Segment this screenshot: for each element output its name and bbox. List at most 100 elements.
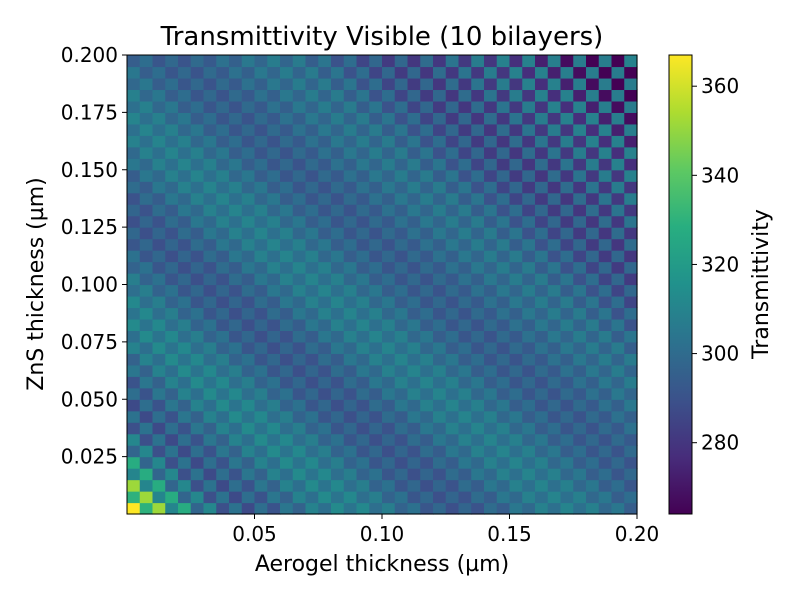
heatmap-cell [127,341,141,354]
heatmap-cell [254,66,268,79]
heatmap-cell [509,479,523,492]
heatmap-cell [216,192,230,205]
heatmap-cell [458,100,472,113]
heatmap-cell [445,77,460,91]
heatmap-cell [445,479,460,492]
heatmap-cell [280,295,294,309]
heatmap-cell [190,192,205,205]
heatmap-cell [624,422,638,435]
heatmap-cell [509,227,523,240]
heatmap-cell [190,100,205,113]
heatmap-cell [331,284,345,297]
heatmap-cell [471,491,485,504]
heatmap-cell [139,376,154,389]
heatmap-cell [139,341,154,354]
heatmap-cell [471,215,485,228]
heatmap-cell [535,250,549,263]
heatmap-cell [445,261,460,274]
heatmap-cell [522,181,536,194]
heatmap-cell [241,399,256,412]
heatmap-cell [509,399,523,412]
heatmap-cell [216,77,230,91]
heatmap-cell [407,204,421,217]
heatmap-cell [573,192,587,205]
heatmap-cell [203,158,217,171]
heatmap-cell [203,55,217,68]
heatmap-cell [178,422,192,435]
heatmap-cell [407,227,421,240]
heatmap-cell [267,456,281,469]
heatmap-cell [547,479,562,492]
heatmap-cell [407,146,421,159]
heatmap-cell [343,284,358,297]
heatmap-cell [394,410,409,423]
heatmap-cell [535,66,549,79]
heatmap-cell [382,353,396,366]
heatmap-cell [560,284,574,297]
heatmap-cell [318,112,332,125]
heatmap-cell [203,387,217,400]
heatmap-cell [241,66,256,79]
heatmap-cell [471,261,485,274]
heatmap-cell [216,479,230,492]
heatmap-cell [560,77,574,91]
heatmap-cell [318,364,332,377]
heatmap-cell [496,273,511,286]
heatmap-cell [280,55,294,68]
heatmap-cell [343,399,358,412]
heatmap-cell [573,410,587,423]
heatmap-cell [267,433,281,446]
heatmap-cell [369,215,383,228]
heatmap-cell [152,318,166,331]
heatmap-cell [139,422,154,435]
heatmap-cell [139,89,154,102]
heatmap-cell [152,238,166,251]
heatmap-cell [445,238,460,251]
heatmap-cell [292,123,307,136]
heatmap-cell [331,318,345,331]
heatmap-cell [331,422,345,435]
heatmap-cell [305,502,319,515]
heatmap-cell [190,169,205,182]
heatmap-cell [522,479,536,492]
heatmap-cell [305,238,319,251]
heatmap-cell [522,215,536,228]
heatmap-cell [394,502,409,515]
heatmap-cell [458,261,472,274]
heatmap-cell [165,387,179,400]
heatmap-cell [433,502,447,515]
heatmap-cell [394,89,409,102]
heatmap-cell [280,261,294,274]
heatmap-cell [420,399,434,412]
heatmap-cell [292,112,307,125]
heatmap-cell [165,422,179,435]
heatmap-cell [420,146,434,159]
heatmap-cell [305,100,319,113]
heatmap-cell [611,307,625,320]
heatmap-cell [522,146,536,159]
heatmap-cell [267,204,281,217]
heatmap-cell [445,491,460,504]
heatmap-cell [484,227,498,240]
heatmap-cell [420,66,434,79]
heatmap-cell [356,284,370,297]
heatmap-cell [152,215,166,228]
heatmap-cell [178,112,192,125]
heatmap-cell [292,318,307,331]
heatmap-cell [152,112,166,125]
heatmap-cell [241,284,256,297]
heatmap-cell [152,77,166,91]
heatmap-cell [471,479,485,492]
heatmap-cell [611,422,625,435]
heatmap-cell [280,353,294,366]
heatmap-cell [560,479,574,492]
heatmap-cell [547,445,562,458]
heatmap-cell [241,89,256,102]
heatmap-cell [535,215,549,228]
heatmap-cell [394,445,409,458]
heatmap-cell [139,353,154,366]
heatmap-cell [458,158,472,171]
heatmap-cell [165,227,179,240]
heatmap-cell [535,479,549,492]
heatmap-cell [573,273,587,286]
